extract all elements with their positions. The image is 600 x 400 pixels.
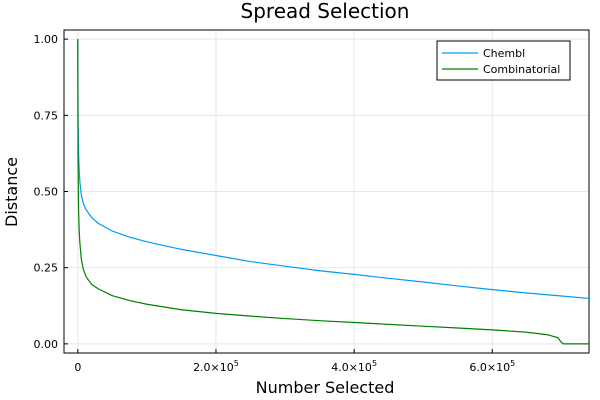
x-tick-label: 0 <box>74 361 81 374</box>
x-tick-label: 6.0×105 <box>469 359 515 374</box>
y-tick-label: 1.00 <box>34 33 59 46</box>
legend-label: Chembl <box>483 47 525 60</box>
legend-label: Combinatorial <box>483 63 560 76</box>
y-tick-label: 0.75 <box>34 109 59 122</box>
series-layer <box>77 39 590 345</box>
legend: Chembl Combinatorial <box>436 40 571 81</box>
y-axis-ticks: 0.00 0.25 0.50 0.75 1.00 <box>34 33 68 351</box>
y-axis-label: Distance <box>2 157 21 227</box>
series-line-chembl <box>77 39 590 300</box>
series-line-combinatorial <box>77 39 589 345</box>
x-tick-label: 4.0×105 <box>331 359 377 374</box>
y-tick-label: 0.00 <box>34 338 59 351</box>
legend-box <box>436 40 571 81</box>
grid <box>64 30 589 353</box>
x-axis-ticks: 0 2.0×105 4.0×105 6.0×105 <box>74 349 515 374</box>
y-tick-label: 0.25 <box>34 262 59 275</box>
x-tick-label: 2.0×105 <box>193 359 239 374</box>
x-axis-label: Number Selected <box>256 378 395 397</box>
chart-title: Spread Selection <box>241 0 410 23</box>
y-tick-label: 0.50 <box>34 186 59 199</box>
